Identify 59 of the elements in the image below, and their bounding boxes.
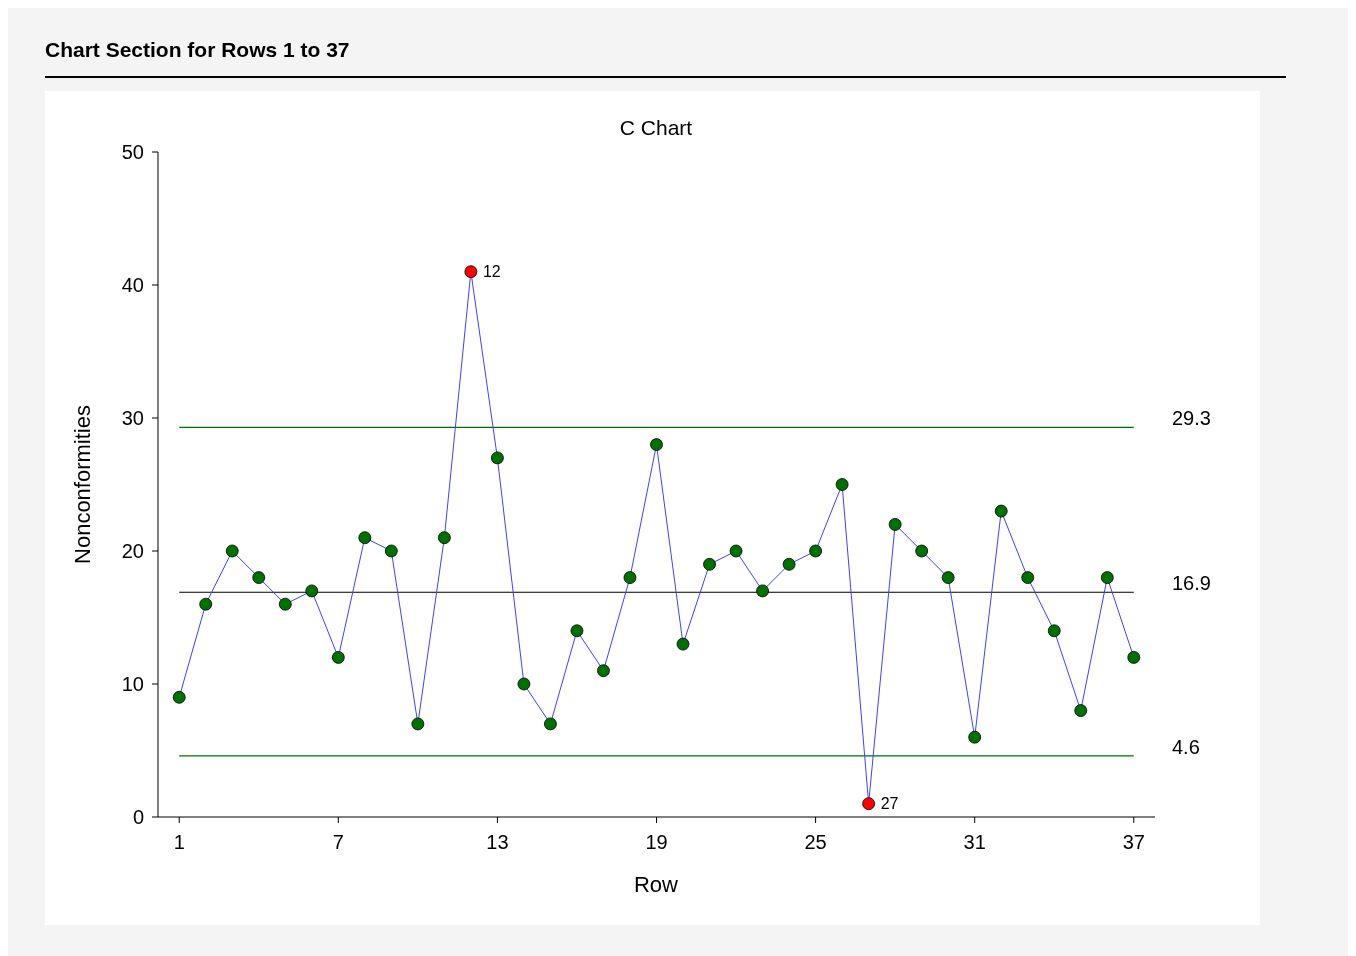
- annotation: 12: [482, 263, 501, 281]
- x-tick-label: 31: [963, 831, 986, 853]
- point: [411, 717, 425, 731]
- x-axis-title: Row: [633, 872, 679, 897]
- point: [650, 438, 663, 451]
- point: [517, 677, 531, 691]
- point: [1047, 624, 1061, 638]
- ref-line-label: 4.6: [1172, 735, 1200, 758]
- chart-subtitle: C Chart: [619, 116, 693, 139]
- point: [1127, 651, 1141, 664]
- y-tick-label: 50: [121, 141, 144, 163]
- point: [384, 544, 398, 558]
- point: [199, 597, 213, 611]
- x-tick-label: 7: [332, 831, 344, 853]
- point: [835, 478, 849, 491]
- x-tick-label: 25: [804, 831, 827, 853]
- point: [305, 584, 319, 598]
- point: [278, 597, 292, 611]
- x-tick-label: 1: [173, 831, 185, 853]
- point: [1100, 571, 1114, 584]
- ref-line-label: 16.9: [1172, 572, 1211, 595]
- point: [676, 637, 690, 651]
- point: [464, 265, 478, 279]
- point: [729, 544, 743, 558]
- point: [491, 451, 504, 465]
- point: [358, 531, 372, 545]
- point: [862, 797, 876, 811]
- point: [782, 557, 796, 571]
- point: [888, 518, 902, 531]
- x-tick-label: 19: [645, 831, 668, 853]
- y-tick-label: 20: [121, 540, 144, 562]
- annotation: 27: [880, 795, 899, 813]
- point: [941, 571, 955, 584]
- x-tick-label: 37: [1122, 831, 1145, 853]
- point: [570, 624, 584, 638]
- y-tick-label: 0: [132, 806, 144, 828]
- point: [915, 544, 929, 558]
- x-tick-label: 13: [486, 831, 509, 853]
- point: [756, 584, 769, 598]
- point: [331, 651, 345, 664]
- point: [437, 531, 451, 545]
- chart-title: Chart Section for Rows 1 to 37: [45, 38, 350, 61]
- point: [968, 730, 982, 744]
- y-tick-label: 40: [121, 274, 144, 296]
- y-tick-label: 10: [121, 673, 144, 695]
- point: [623, 571, 637, 584]
- point: [1074, 704, 1088, 717]
- point: [172, 690, 186, 704]
- point: [597, 664, 610, 678]
- point: [252, 571, 266, 584]
- point: [809, 544, 822, 558]
- ref-line-label: 29.3: [1172, 407, 1211, 430]
- point: [703, 557, 716, 571]
- point: [1021, 571, 1035, 584]
- point: [994, 504, 1008, 518]
- y-axis-title: Nonconformities: [70, 405, 95, 564]
- point: [225, 544, 239, 558]
- point: [544, 717, 557, 731]
- y-tick-label: 30: [121, 407, 144, 429]
